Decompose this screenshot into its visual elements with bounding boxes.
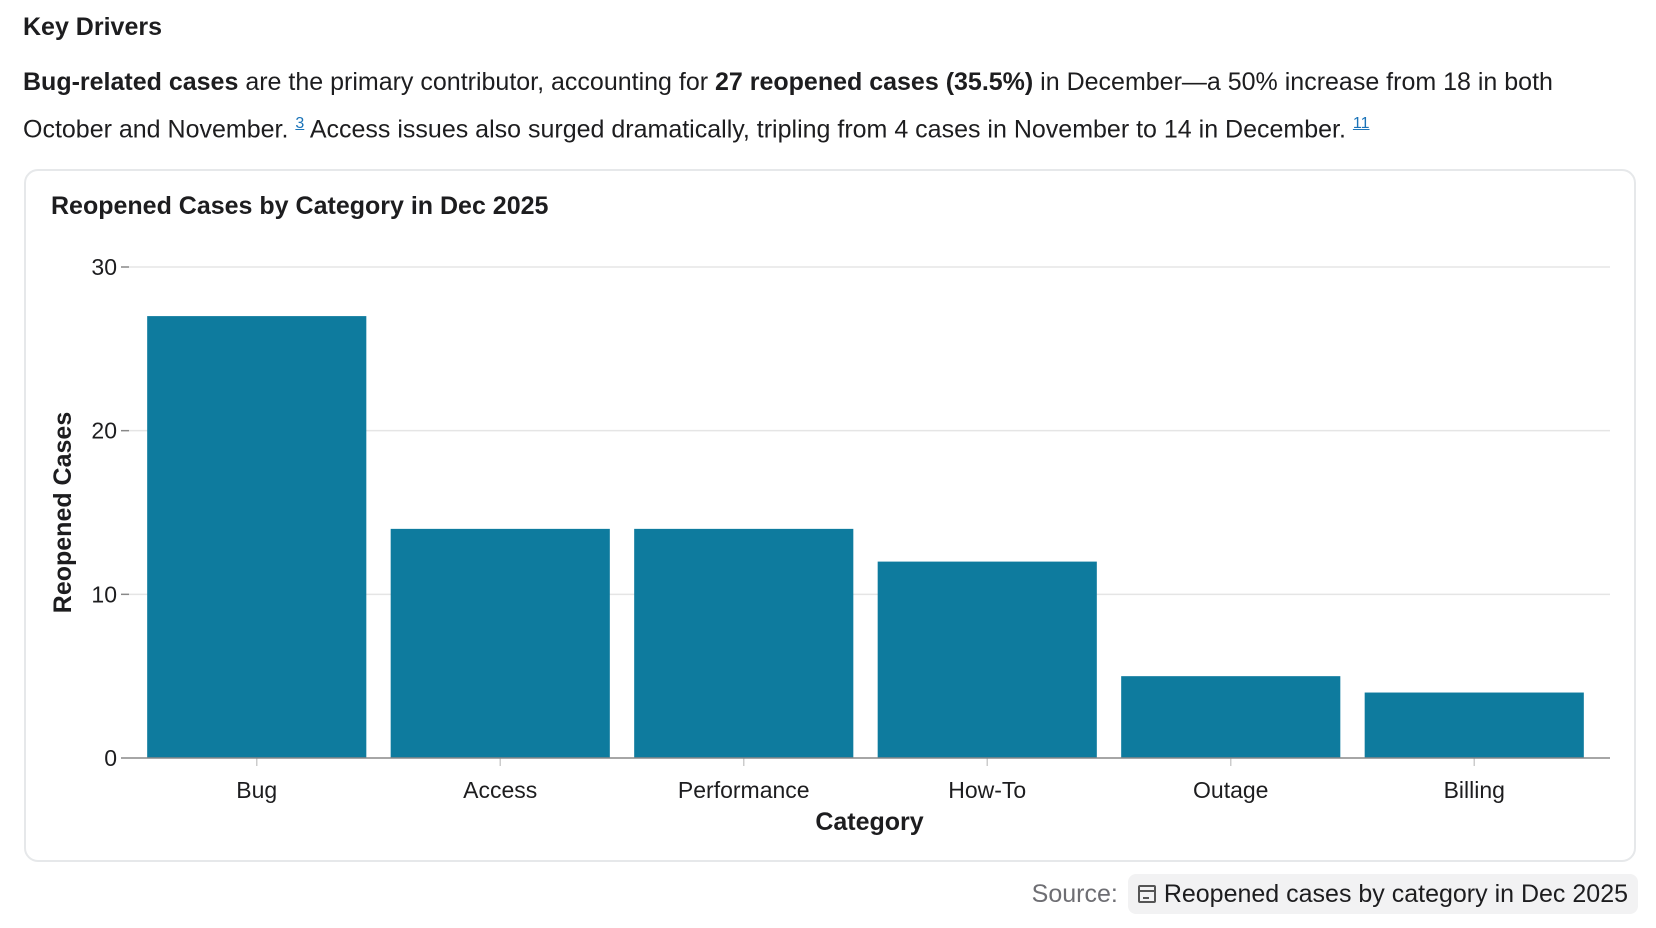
bar-performance <box>634 528 854 758</box>
bar-access <box>390 528 610 758</box>
section-title: Key Drivers <box>23 13 162 41</box>
y-axis-label: Reopened Cases <box>49 412 77 613</box>
source-chip[interactable]: Reopened cases by category in Dec 2025 <box>1127 874 1638 914</box>
source-name: Reopened cases by category in Dec 2025 <box>1163 879 1628 908</box>
source-label: Source: <box>1031 879 1118 908</box>
y-tick-label: 30 <box>91 254 117 280</box>
text: Access issues also surged dramatically, … <box>304 115 1353 144</box>
y-tick-label: 20 <box>91 418 117 444</box>
citation-link[interactable]: 11 <box>1352 115 1370 132</box>
text: are the primary contributor, accounting … <box>238 68 715 96</box>
bar-billing <box>1364 692 1584 758</box>
x-tick-label: Billing <box>1444 777 1505 803</box>
citation-link[interactable]: 3 <box>295 115 305 132</box>
bar-how-to <box>877 561 1097 758</box>
bold-text: 27 reopened cases (35.5%) <box>715 68 1034 96</box>
chart-title: Reopened Cases by Category in Dec 2025 <box>51 192 549 220</box>
y-tick-label: 10 <box>91 581 117 607</box>
bold-text: Bug-related cases <box>23 68 239 96</box>
source-row: Source: Reopened cases by category in De… <box>1032 874 1638 914</box>
chart-card <box>24 169 1636 862</box>
table-icon <box>1137 885 1156 903</box>
x-tick-label: Performance <box>678 777 810 803</box>
x-tick-label: Access <box>463 777 537 803</box>
x-axis-label: Category <box>815 808 923 836</box>
bar-bug <box>147 316 367 758</box>
x-tick-label: How-To <box>948 777 1026 803</box>
x-tick-label: Bug <box>236 777 277 803</box>
bar-outage <box>1121 676 1341 758</box>
x-tick-label: Outage <box>1193 777 1268 803</box>
text: in December—a 50% increase from 18 in bo… <box>23 68 1553 144</box>
y-tick-label: 0 <box>104 745 117 771</box>
summary-paragraph: Bug-related cases are the primary contri… <box>23 62 1643 149</box>
